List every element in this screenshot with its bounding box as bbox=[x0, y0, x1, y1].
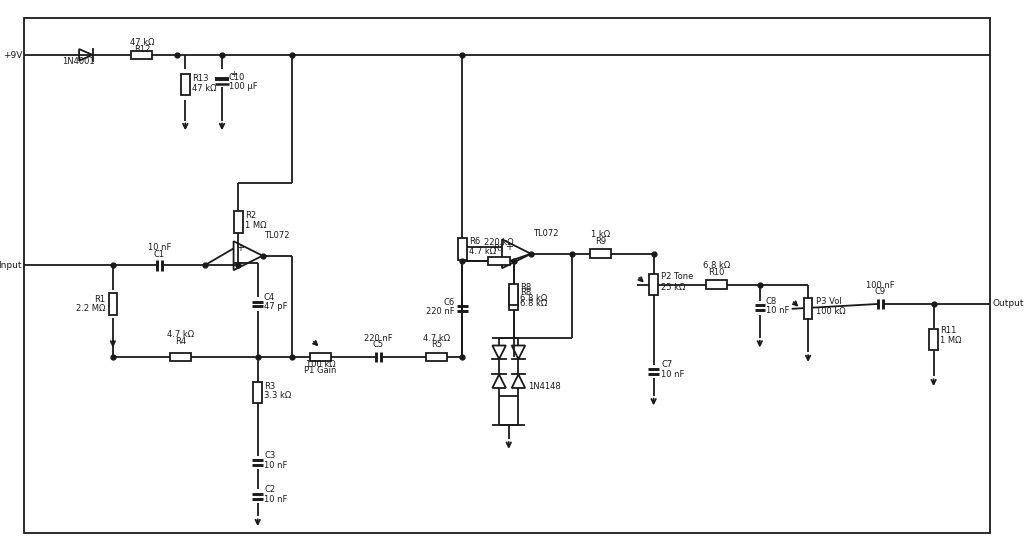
Text: 1 MΩ: 1 MΩ bbox=[940, 336, 962, 345]
Bar bbox=[109, 293, 117, 315]
Text: C5: C5 bbox=[373, 341, 384, 349]
Text: 47 kΩ: 47 kΩ bbox=[193, 84, 216, 93]
Text: 1N4148: 1N4148 bbox=[528, 381, 561, 391]
Bar bbox=[649, 274, 658, 295]
Text: C2: C2 bbox=[264, 485, 275, 494]
Text: −: − bbox=[237, 258, 245, 268]
Text: C3: C3 bbox=[264, 451, 275, 460]
Text: 10 nF: 10 nF bbox=[147, 243, 171, 252]
Text: 4.7 kΩ: 4.7 kΩ bbox=[469, 247, 497, 256]
Text: C6: C6 bbox=[443, 298, 455, 306]
Text: 1 kΩ: 1 kΩ bbox=[591, 230, 610, 239]
Text: R5: R5 bbox=[431, 341, 442, 349]
Text: R6: R6 bbox=[469, 237, 480, 246]
Text: R1: R1 bbox=[94, 295, 105, 304]
Text: +: + bbox=[229, 69, 237, 79]
Bar bbox=[804, 298, 812, 320]
Text: 10 nF: 10 nF bbox=[264, 495, 288, 504]
Text: 3.3 kΩ: 3.3 kΩ bbox=[264, 391, 292, 400]
Bar bbox=[458, 239, 467, 260]
Text: 6.8 kΩ: 6.8 kΩ bbox=[702, 261, 730, 270]
Bar bbox=[488, 257, 510, 266]
Text: 25 kΩ: 25 kΩ bbox=[662, 283, 686, 292]
Text: 4.7 kΩ: 4.7 kΩ bbox=[423, 333, 450, 343]
Text: R10: R10 bbox=[709, 268, 725, 277]
Text: R8: R8 bbox=[520, 288, 531, 297]
Text: 100 nF: 100 nF bbox=[866, 280, 895, 289]
Text: R3: R3 bbox=[264, 381, 275, 391]
Text: R2: R2 bbox=[245, 210, 256, 220]
Text: 47 pF: 47 pF bbox=[263, 302, 287, 311]
Text: C1: C1 bbox=[154, 250, 165, 258]
Text: C9: C9 bbox=[874, 287, 886, 296]
Bar bbox=[590, 250, 611, 258]
Text: 100 µF: 100 µF bbox=[228, 82, 257, 91]
Text: P3 Vol: P3 Vol bbox=[816, 296, 842, 306]
Text: +9V: +9V bbox=[3, 51, 23, 60]
Text: 10 nF: 10 nF bbox=[264, 461, 288, 470]
Text: 1N4001: 1N4001 bbox=[61, 57, 94, 67]
Bar bbox=[929, 329, 938, 350]
Text: +: + bbox=[237, 244, 245, 253]
Text: +: + bbox=[505, 241, 513, 252]
Bar bbox=[253, 382, 262, 403]
Text: 220 kΩ: 220 kΩ bbox=[484, 237, 514, 246]
Text: Output: Output bbox=[992, 300, 1024, 309]
Text: 2.2 MΩ: 2.2 MΩ bbox=[76, 304, 105, 314]
Text: R11: R11 bbox=[940, 326, 956, 334]
Bar bbox=[181, 74, 189, 95]
Text: C8: C8 bbox=[766, 296, 777, 306]
Text: R13: R13 bbox=[193, 73, 209, 83]
Text: 4.7 kΩ: 4.7 kΩ bbox=[167, 329, 194, 339]
Text: C4: C4 bbox=[263, 293, 274, 302]
Text: R8: R8 bbox=[520, 283, 531, 292]
Text: TL072: TL072 bbox=[264, 231, 290, 240]
Text: 6.8 kΩ: 6.8 kΩ bbox=[520, 299, 548, 307]
Text: P1 Gain: P1 Gain bbox=[304, 366, 337, 375]
Bar bbox=[706, 280, 727, 289]
Text: 10 nF: 10 nF bbox=[662, 370, 685, 379]
Bar bbox=[310, 353, 331, 361]
Text: P2 Tone: P2 Tone bbox=[662, 272, 693, 282]
Bar bbox=[170, 353, 191, 361]
Text: TL072: TL072 bbox=[532, 229, 558, 239]
Text: 10 nF: 10 nF bbox=[766, 306, 788, 315]
Text: C10: C10 bbox=[228, 73, 245, 82]
Bar bbox=[509, 289, 518, 310]
Text: R9: R9 bbox=[595, 237, 606, 246]
Text: R4: R4 bbox=[175, 337, 186, 345]
Bar bbox=[234, 211, 243, 233]
Text: 220 nF: 220 nF bbox=[426, 307, 455, 316]
Text: 6.8 kΩ: 6.8 kΩ bbox=[520, 294, 548, 302]
Text: −: − bbox=[505, 256, 513, 266]
Text: 220 nF: 220 nF bbox=[365, 333, 393, 343]
Text: Input: Input bbox=[0, 261, 23, 270]
Bar bbox=[426, 353, 446, 361]
Text: 100 kΩ: 100 kΩ bbox=[305, 360, 335, 369]
Text: 47 kΩ: 47 kΩ bbox=[130, 39, 154, 47]
Text: R7: R7 bbox=[494, 244, 505, 253]
Bar bbox=[131, 51, 153, 59]
Text: 100 kΩ: 100 kΩ bbox=[816, 307, 846, 316]
Bar bbox=[509, 284, 518, 305]
Text: 1 MΩ: 1 MΩ bbox=[245, 222, 266, 230]
Text: C7: C7 bbox=[662, 360, 673, 369]
Text: R12: R12 bbox=[134, 45, 151, 54]
